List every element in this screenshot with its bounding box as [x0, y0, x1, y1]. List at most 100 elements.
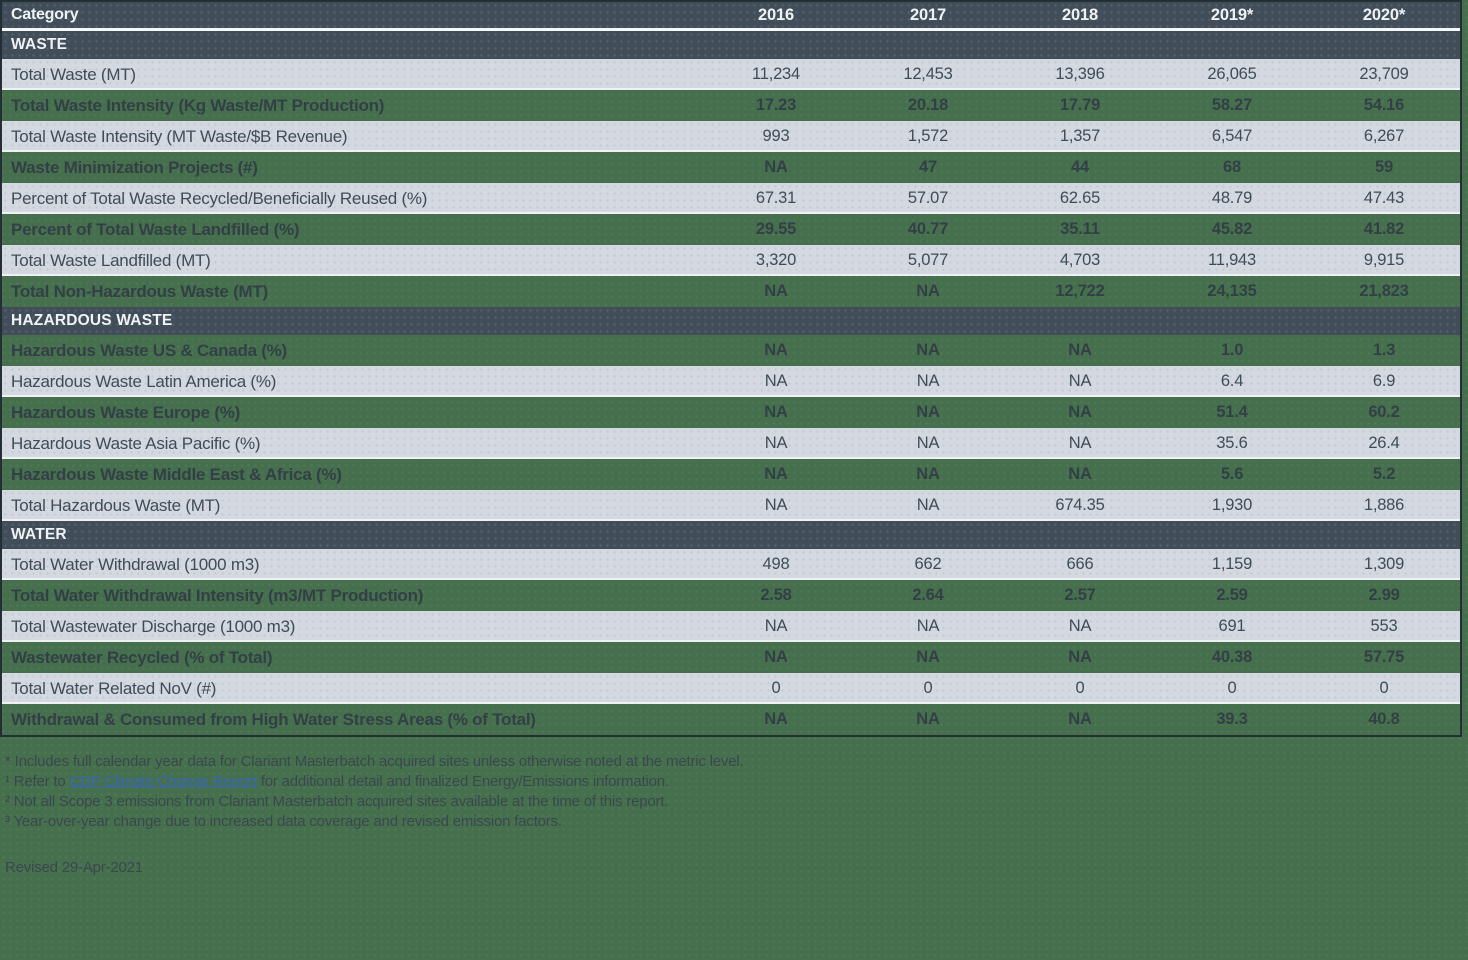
row-value: 44	[1071, 158, 1089, 176]
row-label: Total Water Related NoV (#)	[11, 678, 217, 698]
row-value: NA	[1068, 710, 1092, 728]
table-row: Withdrawal & Consumed from High Water St…	[2, 704, 1460, 735]
row-value: 29.55	[755, 220, 797, 238]
row-label: Percent of Total Waste Landfilled (%)	[11, 219, 300, 239]
row-label: Hazardous Waste Latin America (%)	[11, 371, 277, 391]
row-value: NA	[764, 434, 788, 452]
footnote-1-suffix: for additional detail and finalized Ener…	[256, 773, 669, 790]
row-label: Hazardous Waste Europe (%)	[11, 402, 241, 422]
row-value: 51.4	[1216, 403, 1248, 421]
row-label: Total Non-Hazardous Waste (MT)	[11, 281, 268, 301]
row-value: 674.35	[1055, 496, 1105, 514]
row-value: 39.3	[1216, 710, 1248, 728]
row-label: Wastewater Recycled (% of Total)	[11, 647, 273, 667]
row-value: 17.79	[1059, 96, 1101, 114]
row-value: 40.77	[907, 220, 949, 238]
row-value: 6,547	[1211, 127, 1253, 145]
row-label: Hazardous Waste Asia Pacific (%)	[11, 433, 261, 453]
row-value: 40.38	[1211, 648, 1253, 666]
row-value: NA	[1068, 372, 1092, 390]
esg-metrics-table: Category 2016 2017 2018 2019* 2020* WAST…	[0, 0, 1462, 737]
row-value: NA	[764, 710, 788, 728]
row-value: NA	[764, 496, 788, 514]
row-value: 1,159	[1211, 555, 1253, 573]
row-value: 26.4	[1368, 434, 1400, 452]
row-value: 12,722	[1055, 282, 1105, 300]
row-label: Total Waste Intensity (Kg Waste/MT Produ…	[11, 95, 385, 115]
row-value: 993	[762, 127, 790, 145]
row-value: 35.6	[1216, 434, 1248, 452]
row-value: NA	[1068, 403, 1092, 421]
column-header-year-2016: 2016	[758, 5, 794, 24]
section-header-waste: WASTE	[2, 31, 1460, 59]
row-value: 0	[1227, 679, 1237, 697]
table-row: Total Hazardous Waste (MT) NA NA 674.35 …	[2, 490, 1460, 521]
row-value: NA	[764, 403, 788, 421]
row-value: NA	[1068, 341, 1092, 359]
row-value: 5.2	[1372, 465, 1396, 483]
table-row: Hazardous Waste Middle East & Africa (%)…	[2, 459, 1460, 490]
row-value: 691	[1218, 617, 1246, 635]
table-row: Percent of Total Waste Landfilled (%) 29…	[2, 214, 1460, 245]
row-label: Total Hazardous Waste (MT)	[11, 495, 221, 515]
row-label: Hazardous Waste Middle East & Africa (%)	[11, 464, 342, 484]
row-label: Total Waste Landfilled (MT)	[11, 250, 211, 270]
row-value: 553	[1370, 617, 1398, 635]
row-value: NA	[916, 465, 940, 483]
table-row: Total Water Withdrawal Intensity (m3/MT …	[2, 580, 1460, 611]
row-value: 1,572	[907, 127, 949, 145]
row-value: 3,320	[755, 251, 797, 269]
row-value: 4,703	[1059, 251, 1101, 269]
row-value: 5,077	[907, 251, 949, 269]
row-value: 11,943	[1207, 251, 1257, 269]
row-value: 1,930	[1211, 496, 1253, 514]
table-header-row: Category 2016 2017 2018 2019* 2020*	[2, 2, 1460, 31]
row-value: NA	[916, 710, 940, 728]
column-header-category: Category	[11, 6, 79, 23]
row-value: 2.99	[1368, 586, 1400, 604]
row-value: 1.3	[1372, 341, 1396, 359]
row-value: 40.8	[1368, 710, 1400, 728]
row-value: 58.27	[1211, 96, 1253, 114]
row-value: 59	[1375, 158, 1393, 176]
row-value: NA	[916, 341, 940, 359]
table-row: Percent of Total Waste Recycled/Benefici…	[2, 183, 1460, 214]
row-value: 1,309	[1363, 555, 1405, 573]
row-value: 23,709	[1359, 65, 1409, 83]
row-value: NA	[916, 403, 940, 421]
cdp-climate-change-report-link[interactable]: CDP Climate Change Report	[69, 773, 258, 790]
row-value: 0	[1379, 679, 1389, 697]
row-value: 57.75	[1363, 648, 1405, 666]
row-value: NA	[764, 372, 788, 390]
row-label: Total Waste Intensity (MT Waste/$B Reven…	[11, 126, 348, 146]
row-value: 57.07	[907, 189, 949, 207]
column-header-year-2017: 2017	[910, 5, 946, 24]
row-value: 21,823	[1359, 282, 1409, 300]
row-value: 498	[762, 555, 790, 573]
row-label: Waste Minimization Projects (#)	[11, 157, 258, 177]
row-label: Hazardous Waste US & Canada (%)	[11, 340, 287, 360]
row-value: NA	[916, 496, 940, 514]
row-value: 13,396	[1055, 65, 1105, 83]
row-value: 6.9	[1372, 372, 1396, 390]
table-row: Total Water Related NoV (#) 0 0 0 0 0	[2, 673, 1460, 704]
row-label: Withdrawal & Consumed from High Water St…	[11, 709, 536, 729]
row-value: 1,886	[1363, 496, 1405, 514]
row-value: 17.23	[755, 96, 797, 114]
row-label: Total Waste (MT)	[11, 64, 136, 84]
row-value: NA	[916, 617, 940, 635]
table-row: Total Water Withdrawal (1000 m3) 498 662…	[2, 549, 1460, 580]
row-value: 0	[771, 679, 781, 697]
column-header-year-2018: 2018	[1062, 5, 1098, 24]
footnote-asterisk: * Includes full calendar year data for C…	[5, 753, 744, 770]
row-value: 12,453	[903, 65, 953, 83]
row-value: NA	[764, 158, 788, 176]
row-value: 666	[1066, 555, 1094, 573]
section-header-hazardous-waste: HAZARDOUS WASTE	[2, 307, 1460, 335]
row-value: 35.11	[1060, 220, 1100, 238]
revised-date: Revised 29-Apr-2021	[5, 859, 143, 876]
footnote-1: ¹ Refer to CDP Climate Change Report for…	[5, 772, 1468, 792]
table-row: Hazardous Waste Europe (%) NA NA NA 51.4…	[2, 397, 1460, 428]
row-value: 68	[1223, 158, 1241, 176]
row-value: NA	[916, 434, 940, 452]
